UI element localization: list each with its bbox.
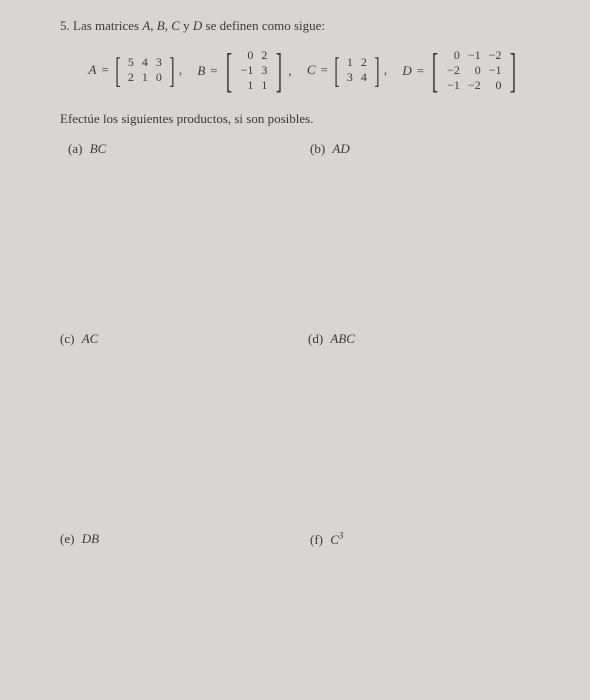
bracket-icon: ] (276, 49, 282, 92)
matrix-A-group: A = [ 543 210 ] , (89, 54, 183, 86)
part-f-label: (f) (310, 532, 323, 547)
matrix-cell: 3 (152, 55, 166, 70)
part-c-content: AC (82, 331, 99, 346)
problem-conj: y (183, 18, 190, 33)
part-e-content: DB (82, 531, 99, 546)
matrix-D: [ 0−1−2 −20−1 −1−20 ] (427, 48, 521, 93)
separator: , (288, 63, 291, 79)
part-f-content: C3 (330, 532, 343, 547)
matrix-cell: 5 (124, 55, 138, 70)
matrix-cell: 2 (124, 70, 138, 85)
bracket-icon: ] (374, 54, 379, 86)
matrix-cell: 2 (357, 55, 371, 70)
problem-number: 5. (60, 18, 70, 33)
bracket-icon: ] (169, 54, 174, 86)
bracket-icon: [ (432, 49, 438, 92)
matrix-cell: 0 (237, 48, 258, 63)
equals-sign: = (102, 62, 109, 78)
matrix-cell: 3 (343, 70, 357, 85)
problem-header: 5. Las matrices A, B, C y D se definen c… (60, 18, 550, 34)
matrix-cell: 1 (257, 78, 271, 93)
part-b-content: AD (332, 141, 349, 156)
problem-vars: A, B, C (142, 18, 180, 33)
matrix-cell: 1 (237, 78, 258, 93)
equals-sign: = (321, 62, 328, 78)
matrix-A-label: A (89, 62, 97, 78)
bracket-icon: [ (334, 54, 339, 86)
matrix-cell: −1 (464, 48, 485, 63)
matrix-D-label: D (402, 63, 411, 79)
part-a-content: BC (90, 141, 107, 156)
matrix-cell: 1 (138, 70, 152, 85)
separator: , (384, 62, 387, 78)
equals-sign: = (417, 63, 424, 79)
part-b: (b) AD (310, 141, 350, 157)
matrix-cell: 4 (138, 55, 152, 70)
matrix-cell: −2 (485, 48, 506, 63)
matrix-cell: −1 (443, 78, 464, 93)
matrix-cell: 2 (257, 48, 271, 63)
matrix-D-group: D = [ 0−1−2 −20−1 −1−20 ] (402, 48, 521, 93)
part-f-base: C (330, 532, 339, 547)
part-e: (e) DB (60, 531, 99, 547)
matrix-D-content: 0−1−2 −20−1 −1−20 (443, 48, 505, 93)
part-f-sup: 3 (339, 531, 344, 541)
matrix-cell: −2 (443, 63, 464, 78)
bracket-icon: [ (115, 54, 120, 86)
matrix-cell: −2 (464, 78, 485, 93)
matrix-cell: −1 (485, 63, 506, 78)
matrix-B-group: B = [ 02 −13 11 ] , (197, 48, 291, 93)
matrix-cell: 3 (257, 63, 271, 78)
part-c: (c) AC (60, 331, 98, 347)
part-b-label: (b) (310, 141, 325, 156)
part-f: (f) C3 (310, 531, 343, 548)
part-a: (a) BC (68, 141, 106, 157)
matrix-C-label: C (307, 62, 316, 78)
matrix-B: [ 02 −13 11 ] (221, 48, 288, 93)
matrix-cell: 0 (464, 63, 485, 78)
matrix-cell: 1 (343, 55, 357, 70)
part-d-label: (d) (308, 331, 323, 346)
matrix-A-content: 543 210 (124, 55, 166, 85)
problem-varD: D (193, 18, 202, 33)
part-a-label: (a) (68, 141, 82, 156)
separator: , (179, 62, 182, 78)
matrix-cell: 4 (357, 70, 371, 85)
matrix-cell: 0 (152, 70, 166, 85)
matrix-cell: 0 (485, 78, 506, 93)
equals-sign: = (210, 63, 217, 79)
matrices-definition: A = [ 543 210 ] , B = [ 02 −13 11 ] , C … (60, 48, 550, 93)
part-d-content: ABC (330, 331, 355, 346)
matrix-cell: 0 (443, 48, 464, 63)
matrix-B-label: B (197, 63, 205, 79)
instruction-text: Efectúe los siguientes productos, si son… (60, 111, 550, 127)
matrix-A: [ 543 210 ] (112, 54, 178, 86)
problem-statement-1: Las matrices (73, 18, 139, 33)
matrix-cell: −1 (237, 63, 258, 78)
matrix-B-content: 02 −13 11 (237, 48, 272, 93)
matrix-C-group: C = [ 12 34 ] , (307, 54, 387, 86)
problem-statement-2: se definen como sigue: (206, 18, 326, 33)
matrix-C: [ 12 34 ] (331, 54, 383, 86)
part-c-label: (c) (60, 331, 74, 346)
part-d: (d) ABC (308, 331, 355, 347)
bracket-icon: [ (225, 49, 231, 92)
matrix-C-content: 12 34 (343, 55, 371, 85)
part-e-label: (e) (60, 531, 74, 546)
bracket-icon: ] (510, 49, 516, 92)
